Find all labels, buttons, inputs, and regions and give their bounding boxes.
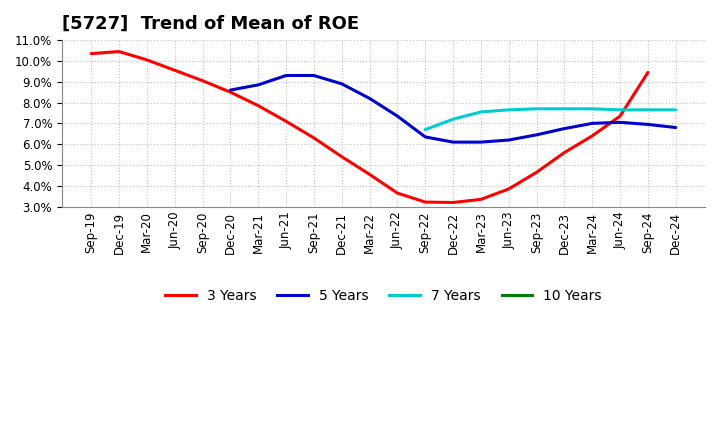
5 Years: [505, 137, 513, 143]
5 Years: [310, 73, 318, 78]
3 Years: [310, 136, 318, 141]
7 Years: [616, 107, 624, 113]
Line: 3 Years: 3 Years: [91, 51, 648, 202]
3 Years: [143, 57, 151, 62]
5 Years: [532, 132, 541, 137]
7 Years: [421, 127, 430, 132]
Line: 7 Years: 7 Years: [426, 109, 676, 130]
3 Years: [393, 191, 402, 196]
5 Years: [365, 96, 374, 101]
5 Years: [477, 139, 485, 145]
Legend: 3 Years, 5 Years, 7 Years, 10 Years: 3 Years, 5 Years, 7 Years, 10 Years: [160, 283, 607, 308]
3 Years: [254, 103, 263, 108]
3 Years: [616, 114, 624, 119]
3 Years: [87, 51, 96, 56]
5 Years: [560, 126, 569, 131]
5 Years: [421, 134, 430, 139]
7 Years: [477, 109, 485, 114]
5 Years: [282, 73, 290, 78]
3 Years: [114, 49, 123, 54]
3 Years: [198, 78, 207, 83]
3 Years: [644, 70, 652, 75]
5 Years: [588, 121, 597, 126]
3 Years: [171, 68, 179, 73]
3 Years: [449, 200, 457, 205]
7 Years: [532, 106, 541, 111]
7 Years: [588, 106, 597, 111]
3 Years: [560, 150, 569, 155]
7 Years: [672, 107, 680, 113]
3 Years: [282, 119, 290, 124]
Line: 5 Years: 5 Years: [230, 76, 676, 142]
5 Years: [644, 122, 652, 127]
3 Years: [588, 133, 597, 139]
Text: [5727]  Trend of Mean of ROE: [5727] Trend of Mean of ROE: [62, 15, 359, 33]
7 Years: [560, 106, 569, 111]
5 Years: [338, 81, 346, 87]
5 Years: [616, 120, 624, 125]
3 Years: [365, 172, 374, 177]
7 Years: [449, 117, 457, 122]
3 Years: [338, 154, 346, 159]
5 Years: [393, 114, 402, 119]
5 Years: [226, 88, 235, 93]
3 Years: [505, 186, 513, 191]
3 Years: [532, 170, 541, 175]
3 Years: [421, 199, 430, 205]
5 Years: [449, 139, 457, 145]
5 Years: [672, 125, 680, 130]
5 Years: [254, 82, 263, 88]
3 Years: [477, 197, 485, 202]
7 Years: [505, 107, 513, 113]
3 Years: [226, 89, 235, 95]
7 Years: [644, 107, 652, 113]
